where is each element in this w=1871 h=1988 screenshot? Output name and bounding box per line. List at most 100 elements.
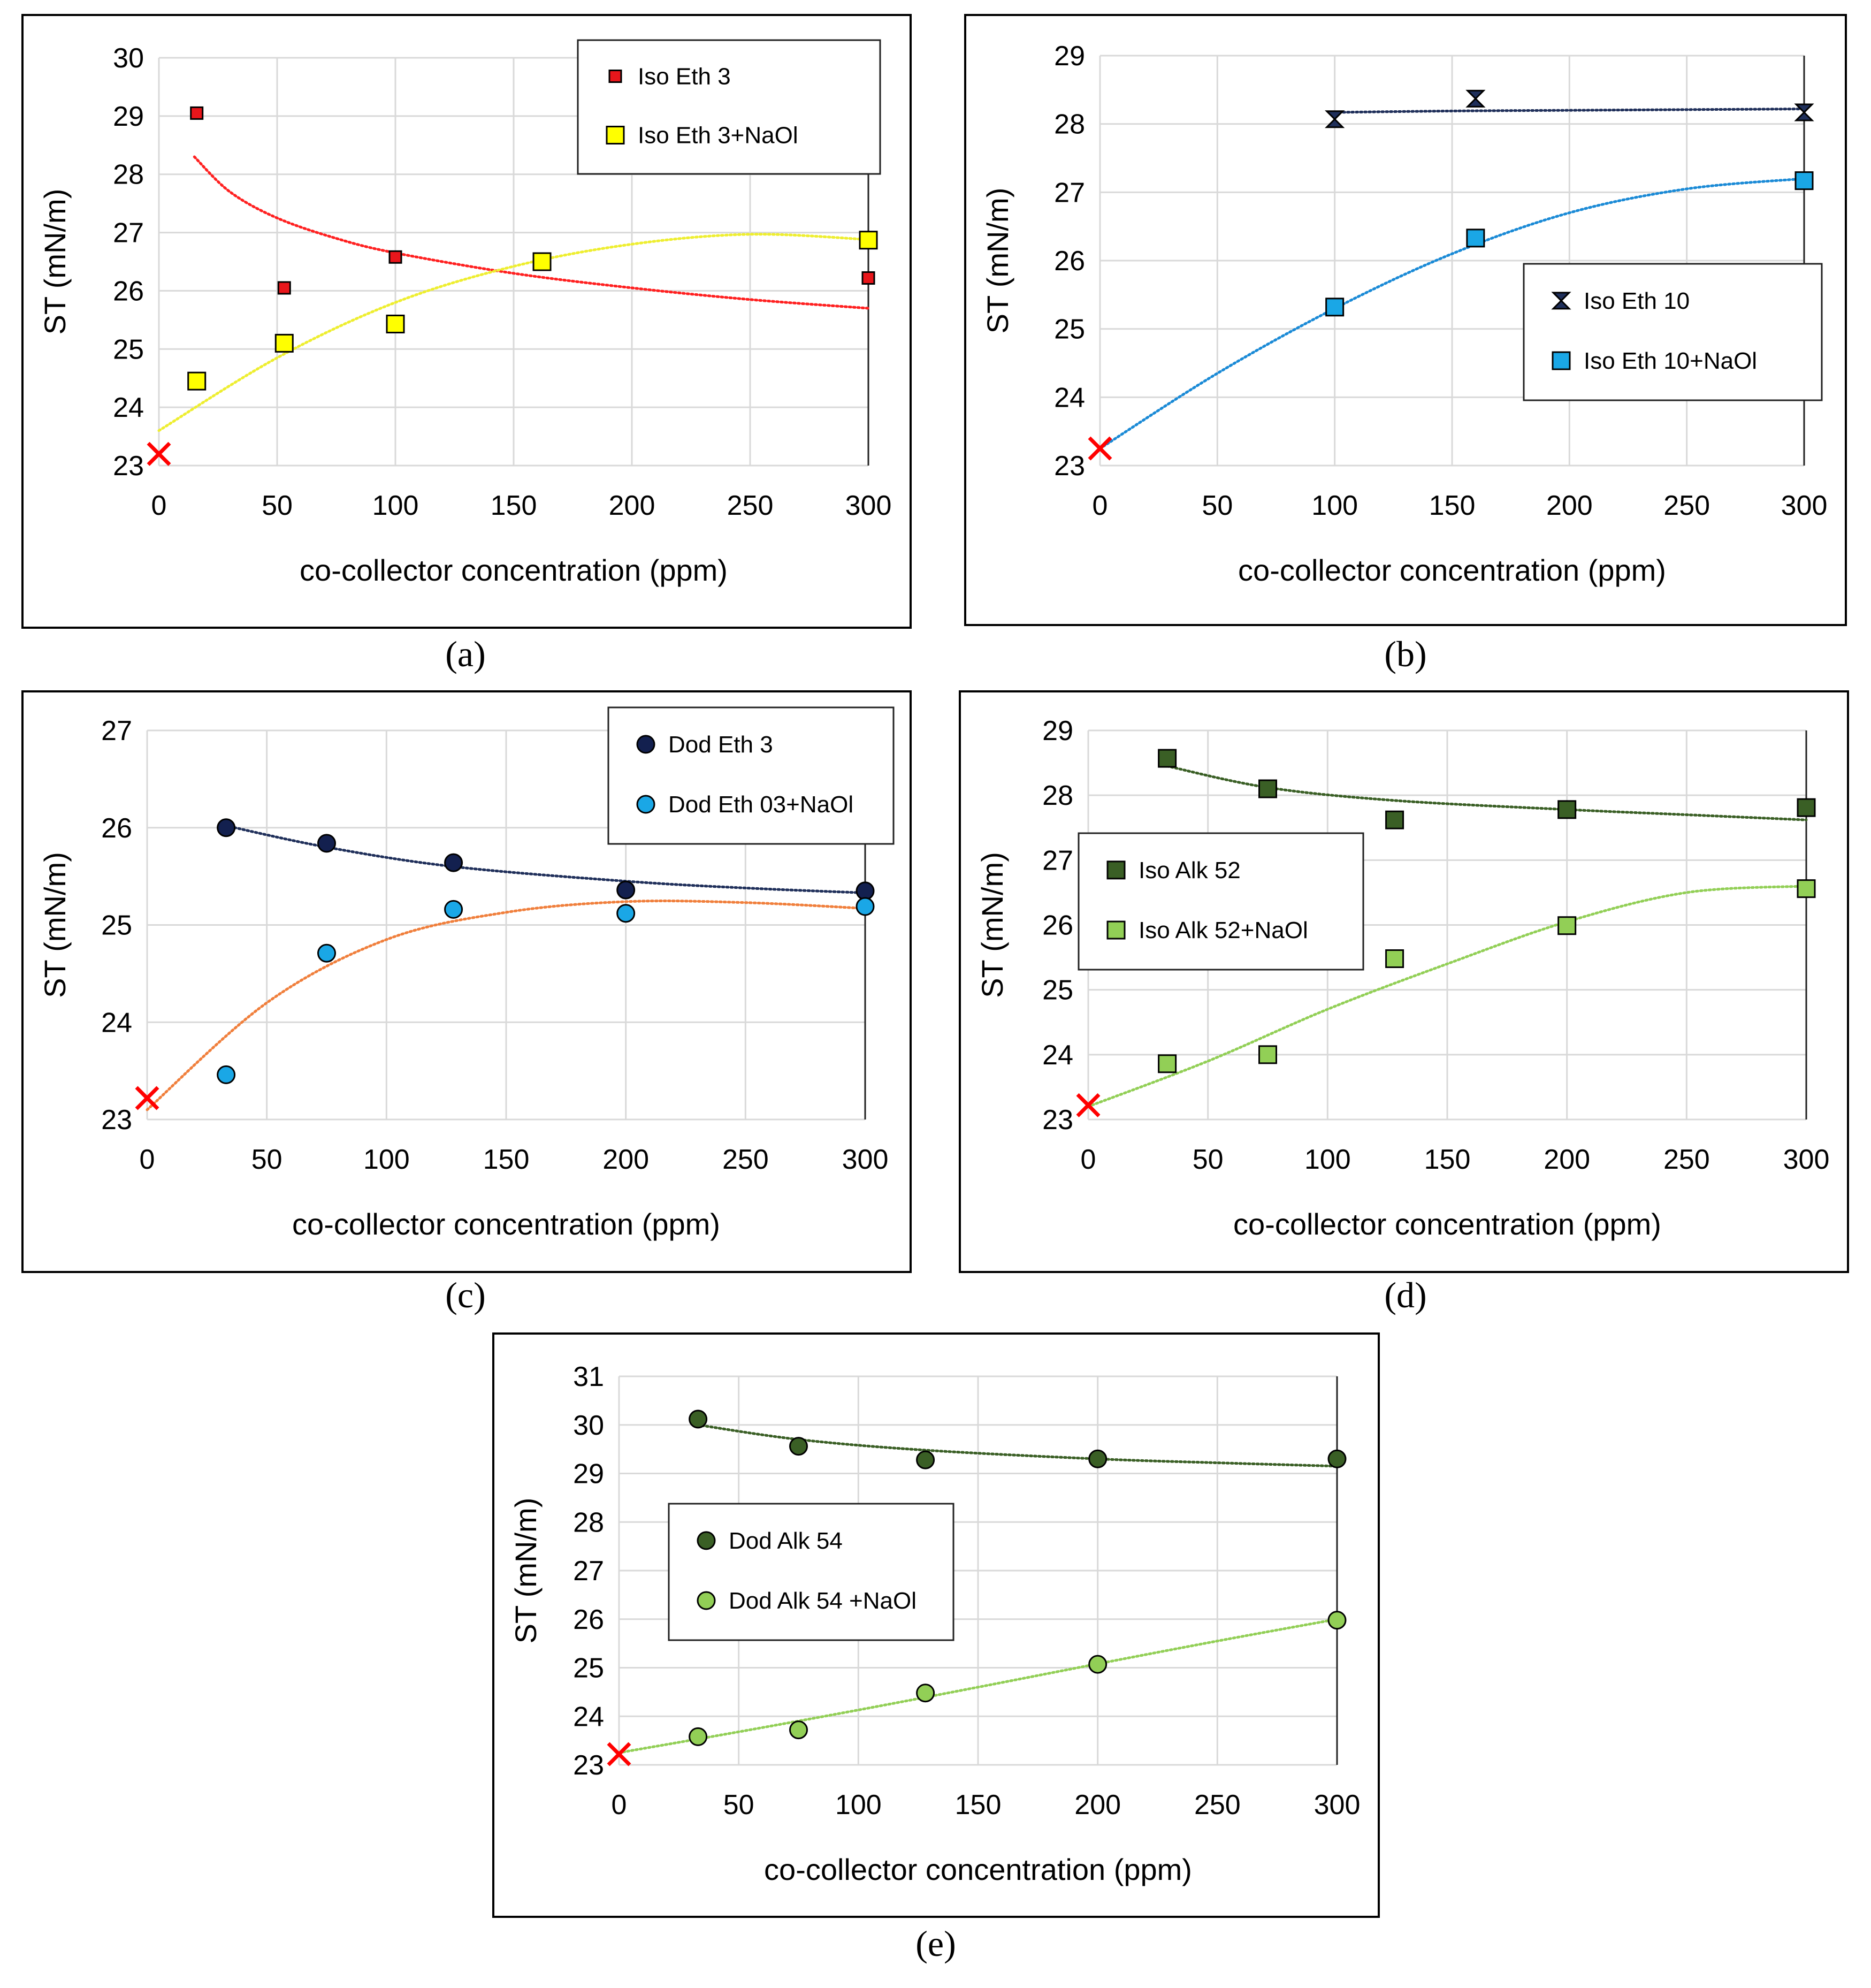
data-point bbox=[616, 880, 636, 900]
x-tick-label: 0 bbox=[1093, 490, 1108, 521]
cross-stroke bbox=[1076, 1093, 1101, 1117]
y-tick-label: 24 bbox=[1054, 382, 1085, 413]
data-point bbox=[856, 881, 875, 901]
legend-label: Dod Eth 03+NaOl bbox=[668, 791, 853, 818]
legend-box bbox=[1078, 832, 1364, 971]
y-tick-label: 26 bbox=[1054, 246, 1085, 277]
legend: Iso Eth 10 Iso Eth 10+NaOl bbox=[1523, 263, 1823, 401]
y-tick-label: 26 bbox=[101, 813, 132, 844]
legend-box bbox=[607, 706, 895, 845]
panel-label: (c) bbox=[445, 1275, 485, 1315]
data-point bbox=[1557, 800, 1577, 819]
data-point bbox=[217, 818, 236, 837]
x-tick-label: 100 bbox=[1311, 490, 1358, 521]
data-point bbox=[1327, 1611, 1347, 1630]
legend-label: Iso Eth 10 bbox=[1584, 288, 1690, 314]
x-tick-label: 200 bbox=[609, 490, 655, 521]
reference-cross-marker bbox=[607, 1742, 631, 1766]
data-point bbox=[190, 106, 204, 120]
x-tick-label: 200 bbox=[1544, 1144, 1590, 1175]
x-tick-label: 250 bbox=[1663, 1144, 1710, 1175]
x-tick-label: 100 bbox=[372, 490, 419, 521]
legend-box bbox=[668, 1503, 954, 1641]
data-point bbox=[1557, 916, 1577, 935]
y-axis-label: ST (mN/m) bbox=[981, 188, 1014, 334]
data-point bbox=[1325, 298, 1345, 317]
legend-label: Iso Eth 3+NaOl bbox=[638, 123, 798, 149]
y-tick-label: 30 bbox=[573, 1410, 604, 1441]
y-tick-label: 29 bbox=[1042, 715, 1073, 747]
x-tick-label: 300 bbox=[842, 1144, 889, 1175]
y-tick-label: 23 bbox=[573, 1750, 604, 1781]
x-tick-label: 250 bbox=[1194, 1789, 1241, 1821]
data-point bbox=[1794, 103, 1814, 121]
x-tick-label: 50 bbox=[262, 490, 293, 521]
x-axis-label: co-collector concentration (ppm) bbox=[292, 1207, 720, 1241]
trendline bbox=[1333, 108, 1806, 114]
panel-label: (a) bbox=[445, 634, 485, 674]
y-tick-label: 27 bbox=[101, 715, 132, 747]
legend-marker bbox=[636, 795, 655, 814]
data-point bbox=[861, 271, 875, 285]
x-tick-label: 200 bbox=[1546, 490, 1593, 521]
legend-marker bbox=[1106, 920, 1126, 940]
data-point bbox=[1258, 1045, 1277, 1064]
cross-stroke bbox=[147, 441, 171, 466]
trendline bbox=[157, 233, 870, 432]
trendline bbox=[1087, 885, 1808, 1108]
x-tick-label: 0 bbox=[151, 490, 167, 521]
y-tick-label: 28 bbox=[1054, 109, 1085, 140]
x-tick-label: 150 bbox=[483, 1144, 530, 1175]
data-point bbox=[1385, 949, 1404, 969]
x-tick-label: 300 bbox=[1781, 490, 1828, 521]
y-tick-label: 28 bbox=[1042, 780, 1073, 811]
legend: Iso Alk 52 Iso Alk 52+NaOl bbox=[1078, 832, 1364, 971]
data-point bbox=[386, 314, 405, 333]
x-tick-label: 300 bbox=[1783, 1144, 1830, 1175]
data-point bbox=[1797, 879, 1816, 898]
chart-frame bbox=[959, 690, 1849, 1273]
legend: Dod Alk 54 Dod Alk 54 +NaOl bbox=[668, 1503, 954, 1641]
data-point bbox=[317, 943, 336, 963]
data-point bbox=[532, 252, 552, 271]
x-tick-label: 50 bbox=[1193, 1144, 1224, 1175]
x-tick-label: 0 bbox=[612, 1789, 627, 1821]
trendline bbox=[193, 155, 870, 310]
x-tick-label: 150 bbox=[1429, 490, 1476, 521]
data-point bbox=[1797, 798, 1816, 817]
y-tick-label: 23 bbox=[113, 451, 144, 482]
y-tick-label: 23 bbox=[1054, 451, 1085, 482]
data-point bbox=[1794, 171, 1814, 191]
y-tick-label: 27 bbox=[1042, 845, 1073, 876]
panel-label: (e) bbox=[915, 1923, 956, 1964]
x-axis-label: co-collector concentration (ppm) bbox=[300, 553, 728, 587]
trendline bbox=[1098, 177, 1806, 450]
legend-marker bbox=[1106, 860, 1126, 880]
data-point bbox=[277, 281, 291, 295]
x-tick-label: 200 bbox=[1074, 1789, 1121, 1821]
y-tick-label: 27 bbox=[113, 218, 144, 249]
data-point bbox=[789, 1437, 808, 1456]
y-tick-label: 31 bbox=[573, 1361, 604, 1392]
data-point bbox=[317, 834, 336, 853]
legend-marker bbox=[697, 1591, 716, 1610]
cross-stroke bbox=[135, 1086, 159, 1110]
x-tick-label: 250 bbox=[722, 1144, 769, 1175]
panel-label: (b) bbox=[1384, 634, 1426, 674]
data-point bbox=[1088, 1655, 1108, 1674]
y-axis-label: ST (mN/m) bbox=[38, 189, 72, 335]
legend-marker bbox=[1552, 351, 1571, 370]
y-tick-label: 26 bbox=[1042, 910, 1073, 941]
y-tick-label: 24 bbox=[113, 392, 144, 423]
x-tick-label: 150 bbox=[1424, 1144, 1471, 1175]
y-tick-label: 28 bbox=[113, 159, 144, 191]
legend-marker bbox=[608, 70, 622, 83]
legend: Dod Eth 3 Dod Eth 03+NaOl bbox=[607, 706, 895, 845]
y-tick-label: 25 bbox=[101, 910, 132, 941]
data-point bbox=[859, 231, 878, 250]
reference-cross-marker bbox=[1088, 436, 1112, 461]
trendline bbox=[146, 900, 867, 1111]
reference-cross-marker bbox=[147, 441, 171, 466]
